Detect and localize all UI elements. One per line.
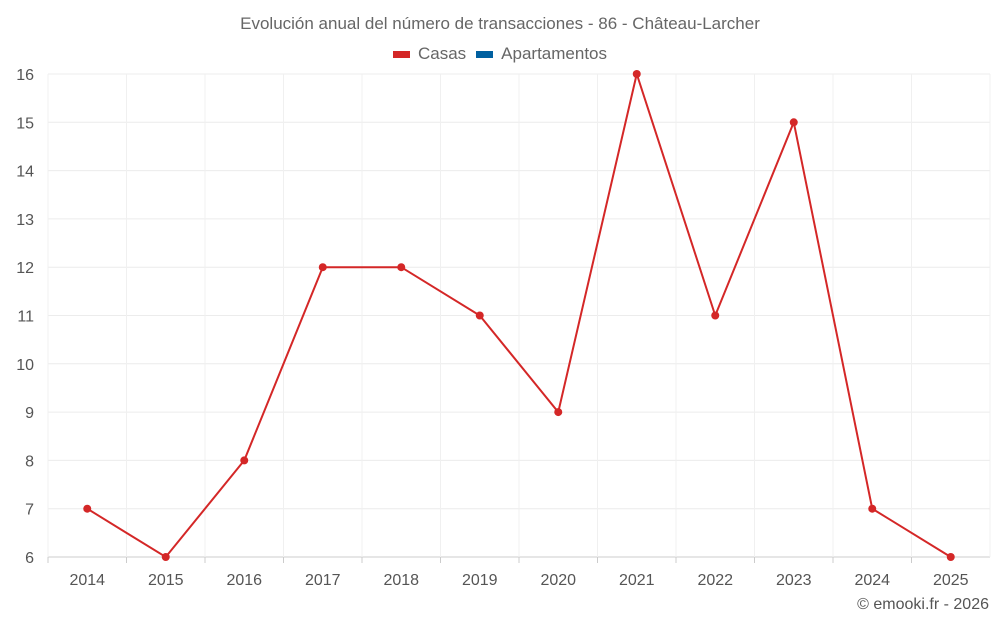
legend-swatch-casas xyxy=(392,50,410,58)
data-point-casas xyxy=(789,118,798,127)
y-tick-label: 6 xyxy=(25,550,34,567)
legend-label-casas: Casas xyxy=(417,44,467,63)
series-line-casas xyxy=(86,70,952,559)
x-tick-label: 2020 xyxy=(540,572,576,589)
x-tick-label: 2017 xyxy=(305,572,341,589)
x-tick-label: 2024 xyxy=(854,572,890,589)
legend-label-apartamentos: Apartamentos xyxy=(501,44,608,63)
y-tick-label: 13 xyxy=(16,212,34,229)
legend-swatch-apartamentos xyxy=(476,50,494,58)
x-tick-label: 2021 xyxy=(619,572,655,589)
chart-title: Evolución anual del número de transaccio… xyxy=(240,14,760,33)
data-point-casas xyxy=(475,311,484,320)
x-tick-label: 2015 xyxy=(148,572,184,589)
data-point-casas xyxy=(161,553,170,561)
y-tick-label: 10 xyxy=(16,357,34,374)
data-point-casas xyxy=(554,408,563,417)
y-tick-label: 7 xyxy=(25,502,34,519)
data-point-casas xyxy=(318,263,327,272)
data-point-casas xyxy=(397,263,406,272)
data-point-casas xyxy=(868,504,877,513)
legend-item-casas[interactable]: Casas xyxy=(392,44,467,64)
y-tick-label: 8 xyxy=(25,453,34,470)
x-tick-label: 2016 xyxy=(226,572,262,589)
data-point-casas xyxy=(711,311,720,320)
legend-item-apartamentos[interactable]: Apartamentos xyxy=(476,44,607,64)
y-tick-label: 12 xyxy=(16,260,34,277)
x-tick-label: 2025 xyxy=(933,572,969,589)
y-tick-label: 9 xyxy=(25,405,34,422)
y-tick-label: 14 xyxy=(16,164,34,181)
credit: © emooki.fr - 2026 xyxy=(857,596,989,613)
x-tick-label: 2014 xyxy=(69,572,105,589)
y-tick-label: 16 xyxy=(16,67,34,84)
x-tick-label: 2022 xyxy=(697,572,733,589)
data-point-casas xyxy=(240,456,249,465)
x-tick-label: 2018 xyxy=(383,572,419,589)
y-tick-label: 11 xyxy=(17,309,34,326)
legend: Casas Apartamentos xyxy=(0,44,1000,64)
data-point-casas xyxy=(83,504,92,513)
data-point-casas xyxy=(946,553,955,561)
x-tick-label: 2019 xyxy=(462,572,498,589)
data-point-casas xyxy=(632,70,641,78)
x-tick-label: 2023 xyxy=(776,572,812,589)
y-tick-label: 15 xyxy=(16,115,34,132)
